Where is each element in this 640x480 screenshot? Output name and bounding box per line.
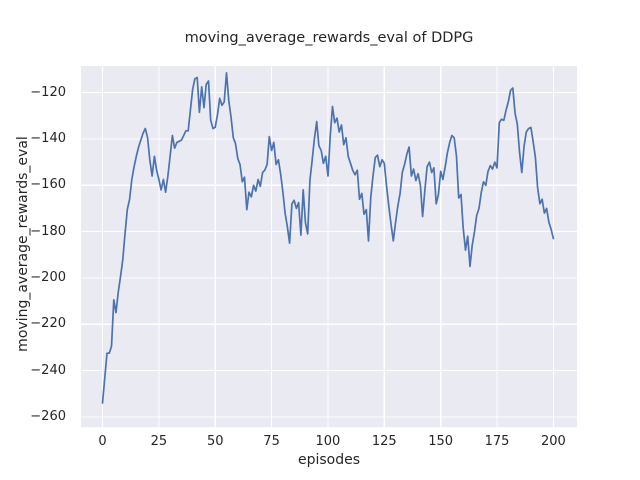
- x-axis-label: episodes: [297, 452, 361, 468]
- y-tick-label: −160: [30, 177, 66, 193]
- x-tick-label: 50: [206, 434, 224, 449]
- x-tick-label: 75: [263, 434, 280, 449]
- y-tick-label: −120: [30, 84, 66, 100]
- y-tick-label: −240: [30, 362, 66, 378]
- reward-line: [101, 72, 555, 404]
- x-tick-label: 100: [315, 434, 341, 449]
- x-tick-label: 200: [540, 434, 566, 449]
- axes-background: [81, 66, 577, 428]
- y-tick-label: −260: [30, 408, 66, 424]
- y-tick-label: −180: [30, 223, 66, 239]
- y-tick-label: −220: [30, 316, 66, 332]
- chart-title: moving_average_rewards_eval of DDPG: [184, 30, 474, 46]
- y-axis-label: moving_average_rewards_eval: [15, 136, 31, 352]
- x-tick-label: 0: [98, 434, 107, 449]
- x-tick-label: 125: [371, 434, 397, 449]
- y-tick-label: −200: [30, 269, 66, 285]
- y-tick-label: −140: [30, 130, 66, 146]
- x-tick-label: 150: [428, 434, 454, 449]
- x-tick-label: 25: [150, 434, 168, 449]
- x-tick-label: 175: [484, 434, 510, 449]
